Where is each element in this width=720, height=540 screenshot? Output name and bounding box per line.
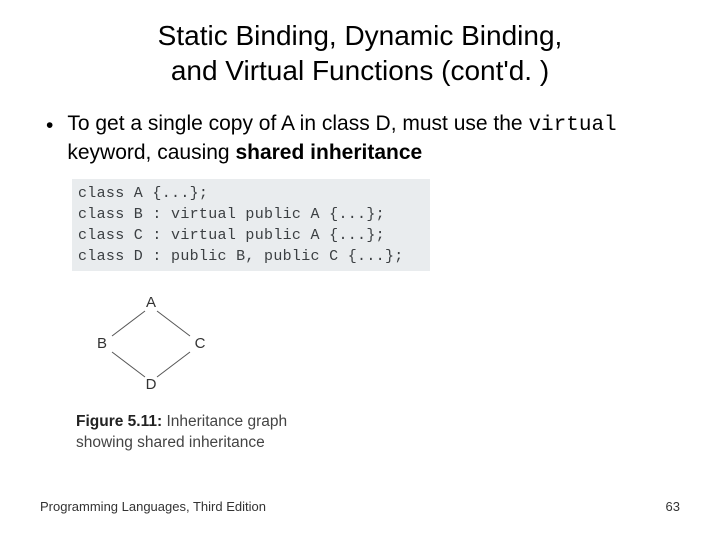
code-line: class A {...}; <box>78 183 404 204</box>
bullet-keyword: virtual <box>528 114 616 137</box>
code-line: class D : public B, public C {...}; <box>78 246 404 267</box>
inheritance-diagram: A B C D <box>76 289 226 399</box>
diagram-node-a: A <box>146 294 156 311</box>
diagram-node-c: C <box>195 335 206 352</box>
diagram-node-d: D <box>146 376 157 393</box>
slide-footer: Programming Languages, Third Edition 63 <box>40 499 680 514</box>
bullet-item: • To get a single copy of A in class D, … <box>40 110 680 167</box>
figure-caption: Figure 5.11: Inheritance graph showing s… <box>76 412 680 454</box>
diagram-edge <box>157 311 190 336</box>
title-line-1: Static Binding, Dynamic Binding, <box>158 20 563 51</box>
slide-title: Static Binding, Dynamic Binding, and Vir… <box>40 18 680 88</box>
bullet-prefix: To get a single copy of A in class D, mu… <box>67 112 528 135</box>
figure-area: A B C D Figure 5.11: Inheritance graph show… <box>76 289 680 454</box>
caption-text-1: Inheritance graph <box>162 413 287 430</box>
figure-label: Figure 5.11: <box>76 413 162 430</box>
bullet-dot-icon: • <box>46 112 53 139</box>
diagram-edge <box>112 311 145 336</box>
code-line: class C : virtual public A {...}; <box>78 225 404 246</box>
page-number: 63 <box>666 499 680 514</box>
bullet-bold-tail: shared inheritance <box>235 141 422 164</box>
diagram-node-b: B <box>97 335 107 352</box>
title-line-2: and Virtual Functions (cont'd. ) <box>171 55 549 86</box>
diagram-edge <box>157 352 190 377</box>
bullet-mid: keyword, causing <box>67 141 235 164</box>
slide-container: Static Binding, Dynamic Binding, and Vir… <box>0 0 720 540</box>
footer-left: Programming Languages, Third Edition <box>40 499 266 514</box>
caption-text-2: showing shared inheritance <box>76 434 265 451</box>
code-line: class B : virtual public A {...}; <box>78 204 404 225</box>
diagram-edge <box>112 352 145 377</box>
bullet-text: To get a single copy of A in class D, mu… <box>67 110 680 167</box>
code-block: class A {...}; class B : virtual public … <box>72 179 430 271</box>
